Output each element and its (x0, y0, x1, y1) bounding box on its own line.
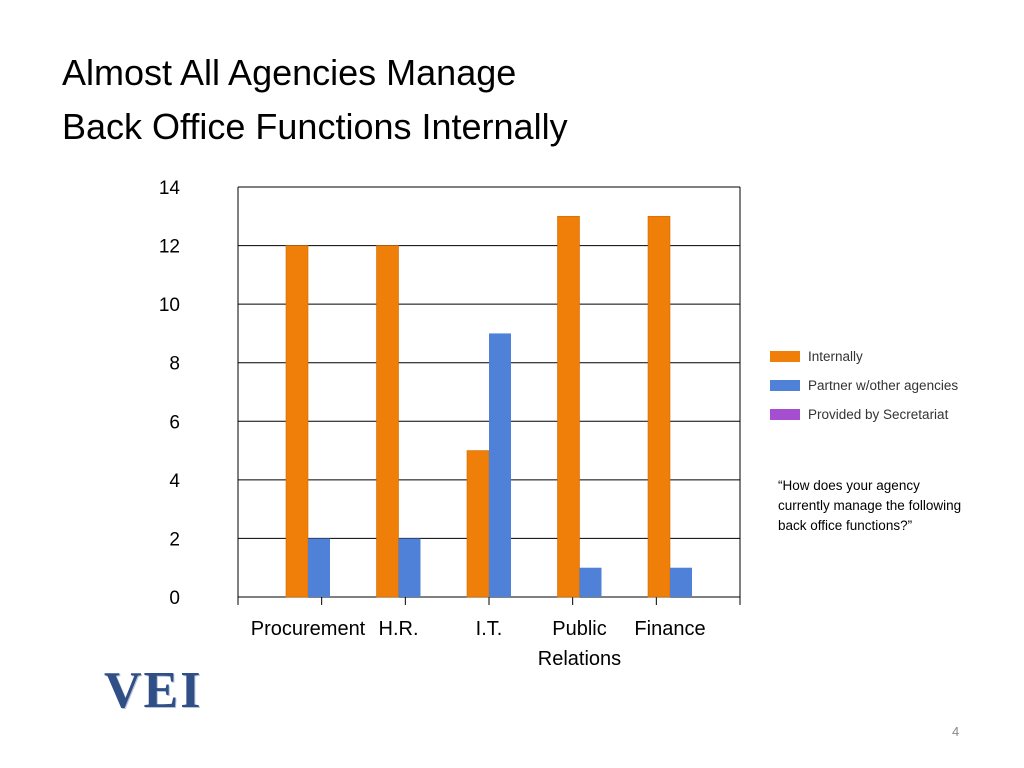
bar-partner (308, 538, 330, 597)
slide-title: Almost All Agencies Manage Back Office F… (62, 46, 568, 154)
bar-partner (670, 567, 692, 597)
bar-internally (647, 215, 671, 598)
vei-logo: VEI (104, 664, 240, 718)
bar-partner (398, 538, 421, 597)
bar-internally (466, 450, 490, 598)
y-tick-label: 10 (159, 295, 180, 316)
bar-internally (557, 215, 580, 598)
y-tick-label: 0 (169, 588, 180, 609)
chart-legend: Internally Partner w/other agencies Prov… (770, 342, 958, 429)
x-category-label: Public (552, 618, 606, 640)
x-category-label: Finance (634, 618, 705, 640)
bar-partner (489, 333, 511, 597)
x-category-label: H.R. (379, 618, 419, 640)
y-tick-label: 2 (169, 529, 180, 550)
title-line-1: Almost All Agencies Manage (62, 52, 517, 93)
y-tick-label: 4 (169, 471, 180, 492)
x-category-label: Procurement (251, 618, 366, 640)
legend-item-secretariat: Provided by Secretariat (770, 400, 958, 429)
title-line-2: Back Office Functions Internally (62, 106, 568, 147)
legend-swatch-partner (770, 380, 800, 391)
bar-internally (285, 245, 309, 598)
legend-swatch-internally (770, 351, 800, 362)
legend-item-partner: Partner w/other agencies (770, 371, 958, 400)
page-number: 4 (952, 724, 960, 739)
legend-label-internally: Internally (808, 349, 863, 364)
x-category-label: I.T. (476, 618, 503, 640)
x-category-label: Relations (538, 648, 621, 670)
bar-partner (579, 567, 602, 597)
logo-text: VEI (104, 662, 203, 719)
bar-internally (376, 245, 399, 598)
y-tick-label: 12 (159, 237, 180, 258)
y-tick-label: 14 (159, 178, 181, 199)
survey-question-note: “How does your agency currently manage t… (778, 478, 962, 533)
y-tick-label: 8 (169, 354, 180, 375)
legend-swatch-secretariat (770, 409, 800, 420)
legend-label-partner: Partner w/other agencies (808, 378, 959, 393)
y-tick-label: 6 (169, 412, 180, 433)
legend-label-secretariat: Provided by Secretariat (808, 407, 949, 422)
legend-item-internally: Internally (770, 342, 958, 371)
